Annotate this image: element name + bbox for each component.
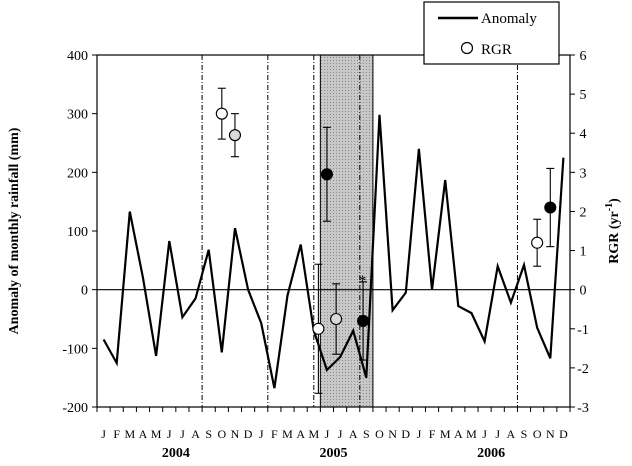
month-label: M [466, 427, 477, 441]
rgr-point [228, 129, 242, 142]
month-label: S [521, 427, 528, 441]
month-label: S [363, 427, 370, 441]
shaded-period [319, 54, 374, 408]
rgr-point [544, 201, 557, 214]
month-label: N [546, 427, 555, 441]
legend-anomaly-label: Anomaly [481, 11, 537, 27]
legend-rgr-marker [460, 41, 474, 55]
month-label: J [101, 427, 106, 441]
anomaly-line-layer [102, 114, 565, 389]
month-label: D [559, 427, 568, 441]
month-label: J [338, 427, 343, 441]
month-label: O [533, 427, 542, 441]
year-label: 2006 [477, 446, 505, 461]
month-label: N [231, 427, 240, 441]
month-label: J [167, 427, 172, 441]
left-axis-tick-label: -100 [62, 342, 88, 357]
significance-asterisk: * [358, 273, 366, 290]
month-label: D [401, 427, 410, 441]
right-axis-tick-label: 4 [580, 127, 587, 142]
month-label: O [217, 427, 226, 441]
rgr-point [357, 314, 370, 328]
month-label: M [125, 427, 136, 441]
right-axis-title: RGR (yr-1) [604, 198, 622, 264]
right-axis-tick-label: 5 [580, 88, 587, 103]
month-label: M [151, 427, 162, 441]
left-axis-tick-label: 200 [67, 166, 88, 181]
month-label: J [482, 427, 487, 441]
legend-box [423, 1, 560, 65]
month-label: J [417, 427, 422, 441]
right-axis-title-suffix: ) [607, 198, 622, 203]
month-label: A [454, 427, 463, 441]
month-label: O [375, 427, 384, 441]
month-label: J [325, 427, 330, 441]
month-label: M [308, 427, 319, 441]
month-label: M [282, 427, 293, 441]
month-label: A [191, 427, 200, 441]
month-label: A [507, 427, 516, 441]
anomaly-line [102, 114, 565, 389]
month-label: J [180, 427, 185, 441]
right-axis-title-superscript: -1 [604, 203, 615, 211]
period-lines-layer [201, 55, 518, 407]
left-axis-tick-label: 100 [67, 225, 88, 240]
month-label: M [440, 427, 451, 441]
left-axis-tick-label: 0 [81, 284, 88, 299]
legend-rgr-label: RGR [481, 42, 512, 58]
month-label: D [244, 427, 253, 441]
right-axis-tick-label: -2 [577, 362, 589, 377]
right-axis-tick-label: -1 [577, 323, 589, 338]
month-label: N [388, 427, 397, 441]
legend: Anomaly RGR [423, 1, 560, 65]
month-label: F [429, 427, 436, 441]
rgr-point [215, 107, 228, 120]
left-axis-tick-label: 400 [67, 49, 88, 64]
left-axis-tick-label: -200 [62, 401, 88, 416]
month-label: A [139, 427, 148, 441]
left-axis-title: Anomaly of monthly rainfall (mm) [7, 127, 22, 334]
month-label: A [349, 427, 358, 441]
year-label: 2005 [320, 446, 348, 461]
month-label: S [205, 427, 212, 441]
rgr-point [531, 236, 544, 249]
month-label: J [259, 427, 264, 441]
right-axis-tick-label: 6 [580, 49, 587, 64]
right-axis-tick-label: 3 [580, 166, 587, 181]
month-label: J [495, 427, 500, 441]
left-axis-tick-label: 300 [67, 108, 88, 123]
shaded-period-layer [319, 54, 374, 408]
rgr-point [312, 322, 325, 335]
year-label: 2004 [162, 446, 190, 461]
month-label: F [113, 427, 120, 441]
month-label: A [296, 427, 305, 441]
rgr-points-layer [215, 87, 557, 394]
right-axis-title-main: RGR (yr [607, 211, 622, 264]
rgr-point [330, 312, 343, 326]
right-axis-tick-label: 1 [580, 245, 587, 260]
right-axis-tick-label: 0 [580, 284, 587, 299]
right-axis-tick-label: -3 [577, 401, 589, 416]
right-axis-tick-label: 2 [580, 205, 587, 220]
rgr-point [320, 168, 333, 181]
month-label: F [271, 427, 278, 441]
